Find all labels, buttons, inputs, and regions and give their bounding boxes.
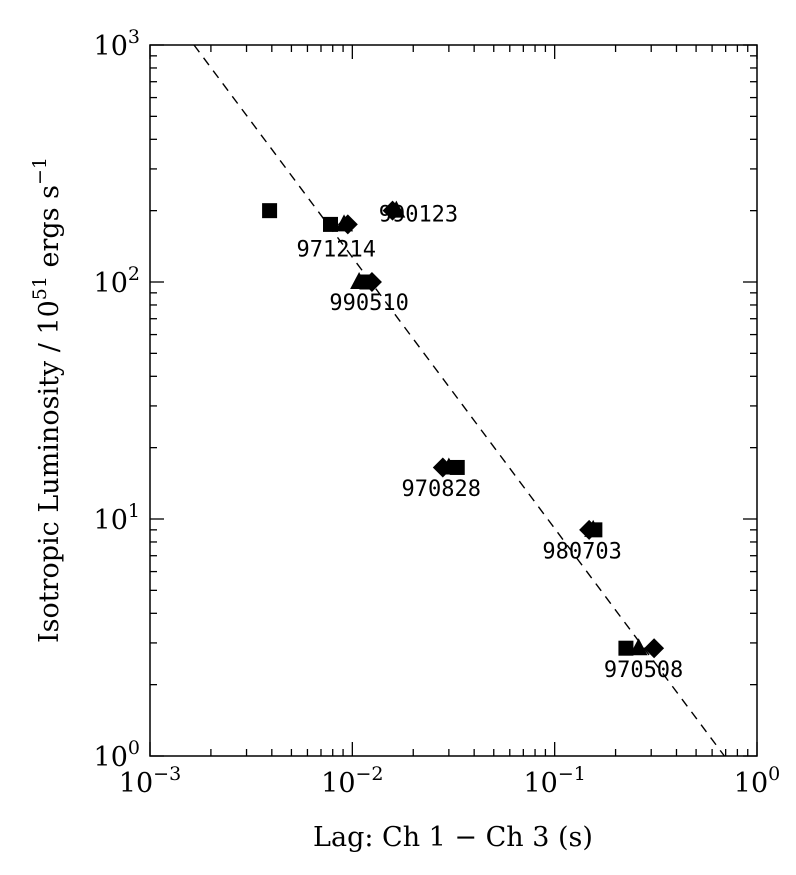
grb-label: 970828 [402, 477, 481, 502]
y-label-part-2: 51 [29, 276, 51, 300]
fit-line [193, 44, 725, 757]
x-tick-label-exp: −2 [356, 763, 384, 785]
ticks-layer [149, 44, 758, 757]
y-tick-label-base: 10 [94, 742, 128, 773]
x-tick-label-base: 10 [734, 768, 768, 799]
y-label-part-1: Isotropic Luminosity / 10 [34, 300, 65, 643]
point-triangle [350, 272, 369, 289]
x-tick-label-base: 10 [119, 768, 153, 799]
x-tick-label-exp: 0 [768, 763, 780, 785]
point-square [262, 203, 278, 219]
y-tick-label: 101 [94, 500, 140, 536]
grb-label: 970508 [604, 658, 683, 683]
y-tick-label-base: 10 [94, 268, 128, 299]
y-tick-label: 100 [94, 737, 140, 773]
y-label-part-4: −1 [29, 157, 51, 185]
y-tick-label-base: 10 [94, 31, 128, 62]
points-layer [262, 200, 665, 659]
point-triangle [439, 457, 458, 475]
y-tick-label-exp: 0 [128, 737, 140, 759]
point-triangle [629, 638, 648, 656]
plot-frame [149, 44, 758, 757]
y-tick-label-exp: 1 [128, 500, 140, 522]
y-tick-label-exp: 2 [128, 263, 140, 285]
grb-label: 990123 [379, 203, 458, 228]
x-tick-label: 10−2 [321, 763, 383, 799]
x-tick-label-exp: −1 [558, 763, 586, 785]
x-tick-label: 10−3 [119, 763, 181, 799]
grb-label: 990510 [329, 291, 408, 316]
x-tick-label-base: 10 [321, 768, 355, 799]
y-tick-label-base: 10 [94, 505, 128, 536]
grb-label: 980703 [542, 540, 621, 565]
point-triangle [584, 519, 603, 537]
x-axis-label: Lag: Ch 1 − Ch 3 (s) [313, 822, 593, 853]
y-axis-label: Isotropic Luminosity / 1051 ergs s−1 [29, 157, 65, 643]
y-tick-label: 103 [94, 26, 140, 62]
point-square [323, 216, 339, 232]
fit-layer [193, 44, 725, 757]
point-diamond [644, 638, 665, 659]
x-tick-label: 10−1 [523, 763, 585, 799]
x-tick-label-base: 10 [523, 768, 557, 799]
point-triangle [387, 200, 406, 218]
y-tick-label: 102 [94, 263, 140, 299]
point-square [618, 640, 634, 656]
point-triangle [335, 214, 354, 232]
y-label-part-3: ergs s [34, 185, 65, 276]
x-tick-label: 100 [734, 763, 780, 799]
x-tick-label-exp: −3 [153, 763, 181, 785]
y-tick-label-exp: 3 [128, 26, 140, 48]
grb-label: 971214 [297, 238, 376, 263]
